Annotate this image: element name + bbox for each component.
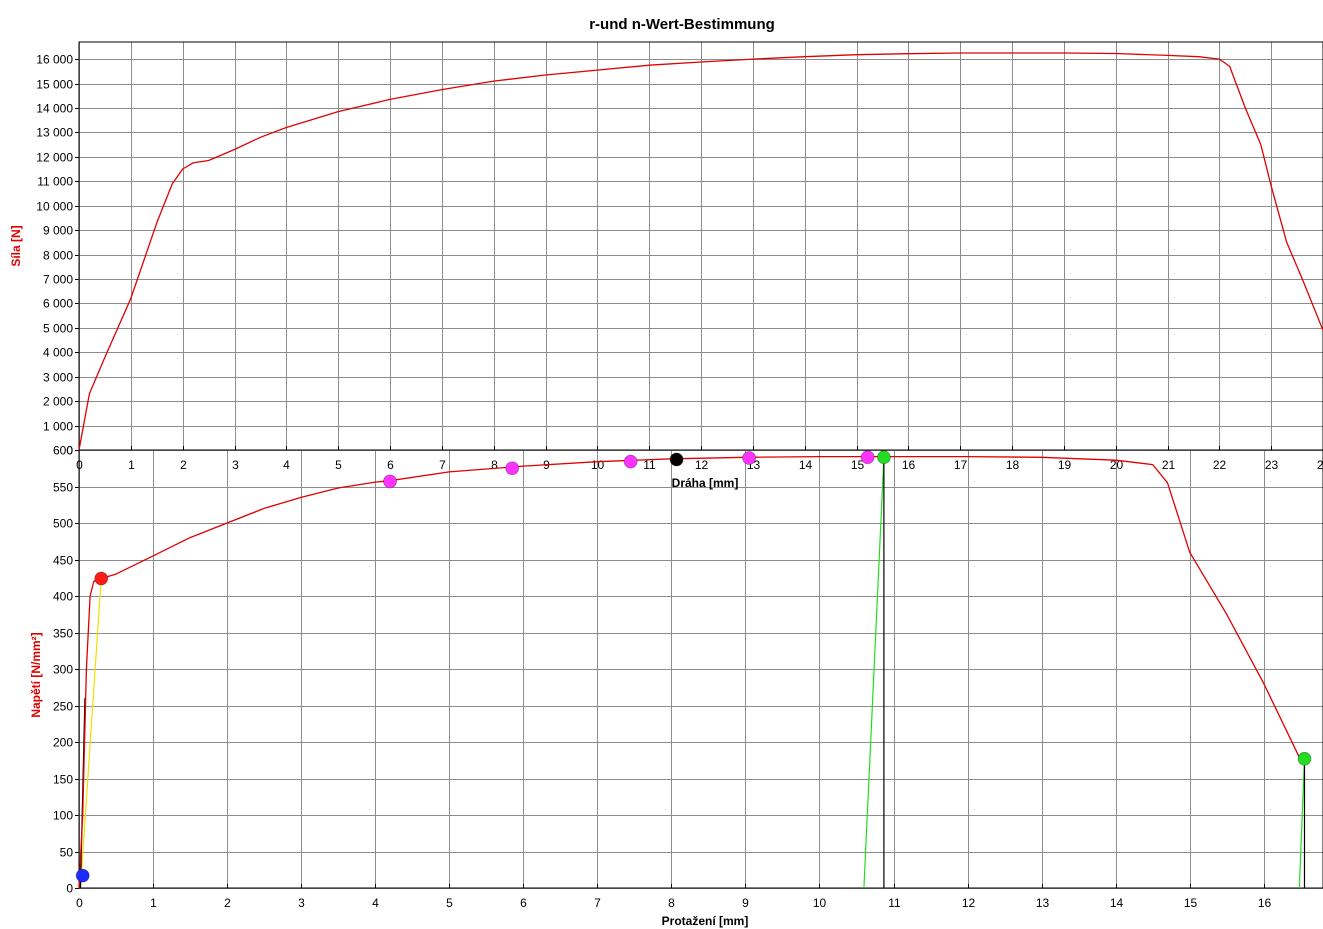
force-x-tick-label: 4 xyxy=(283,458,290,472)
stress-y-tick-label: 400 xyxy=(53,590,73,604)
force-y-tick-label: 5 000 xyxy=(43,322,73,336)
force-x-tick-label: 18 xyxy=(1006,458,1020,472)
force-x-tick-label: 16 xyxy=(902,458,916,472)
stress-y-tick-label: 150 xyxy=(53,773,73,787)
stress-x-tick-label: 10 xyxy=(813,896,827,910)
stress-construction-line xyxy=(79,578,102,889)
stress-chart-x-axis-label: Protažení [mm] xyxy=(662,914,749,928)
chart-title: r-und n-Wert-Bestimmung xyxy=(589,16,775,33)
force-x-tick-label: 21 xyxy=(1162,458,1176,472)
force-x-tick-label: 1 xyxy=(128,458,135,472)
force-curve xyxy=(78,52,1323,451)
force-x-tick-label: 7 xyxy=(439,458,446,472)
force-y-tick-label: 1 000 xyxy=(43,420,73,434)
stress-x-tick-label: 5 xyxy=(446,896,453,910)
force-x-tick-label: 22 xyxy=(1213,458,1227,472)
force-x-tick-label: 0 xyxy=(76,458,83,472)
stress-x-tick-label: 8 xyxy=(668,896,675,910)
stress-evaluation-marker xyxy=(75,868,90,883)
force-y-tick-label: 8 000 xyxy=(43,249,73,263)
stress-chart-frame xyxy=(78,449,1323,889)
stress-evaluation-marker xyxy=(383,474,397,489)
stress-x-tick-label: 0 xyxy=(76,896,83,910)
force-y-tick-label: 15 000 xyxy=(36,78,73,92)
stress-evaluation-marker xyxy=(623,454,638,469)
force-chart-series xyxy=(78,52,1323,451)
stress-evaluation-marker xyxy=(94,571,109,586)
stress-y-tick-label: 550 xyxy=(53,481,73,495)
force-y-tick-label: 16 000 xyxy=(36,53,73,67)
stress-evaluation-marker xyxy=(742,451,757,465)
stress-evaluation-marker xyxy=(505,461,520,476)
force-x-tick-label: 19 xyxy=(1058,458,1072,472)
stress-x-tick-label: 16 xyxy=(1258,896,1272,910)
stress-y-tick-label: 100 xyxy=(53,809,73,823)
force-x-tick-label: 6 xyxy=(387,458,394,472)
force-x-tick-label: 11 xyxy=(643,458,656,472)
force-y-tick-label: 11 000 xyxy=(37,175,73,189)
stress-x-tick-label: 7 xyxy=(594,896,601,910)
force-y-tick-label: 13 000 xyxy=(36,126,73,140)
stress-x-tick-label: 11 xyxy=(888,896,901,910)
force-y-tick-label: 4 000 xyxy=(43,346,73,360)
force-y-tick-label: 0 xyxy=(66,444,73,458)
stress-x-tick-label: 2 xyxy=(224,896,231,910)
stress-y-tick-label: 200 xyxy=(53,736,73,750)
stress-y-tick-label: 450 xyxy=(53,554,73,568)
stress-y-tick-label: 500 xyxy=(53,517,73,531)
force-x-tick-label: 20 xyxy=(1110,458,1124,472)
stress-y-tick-label: 50 xyxy=(60,846,74,860)
stress-x-tick-label: 4 xyxy=(372,896,379,910)
stress-chart-y-axis-label: Napětí [N/mm²] xyxy=(29,632,43,717)
force-y-tick-label: 2 000 xyxy=(43,395,73,409)
force-x-tick-label: 3 xyxy=(232,458,239,472)
force-y-tick-label: 6 000 xyxy=(43,297,73,311)
force-x-tick-label: 10 xyxy=(591,458,605,472)
force-y-tick-label: 7 000 xyxy=(43,273,73,287)
force-x-tick-label: 12 xyxy=(695,458,709,472)
stress-construction-line xyxy=(1298,758,1306,889)
force-y-tick-label: 3 000 xyxy=(43,371,73,385)
stress-evaluation-marker xyxy=(669,452,684,467)
stress-x-tick-label: 9 xyxy=(742,896,749,910)
stress-evaluation-marker xyxy=(860,450,875,465)
force-x-tick-label: 15 xyxy=(851,458,865,472)
stress-y-tick-label: 0 xyxy=(66,882,73,896)
force-y-tick-label: 12 000 xyxy=(36,151,73,165)
stress-x-tick-label: 12 xyxy=(962,896,976,910)
stress-evaluation-marker xyxy=(876,450,891,465)
stress-chart-ticks: 0 1 2 3 4 5 6 7 8 9 10 11 12 13 14 15 160501001502002503… xyxy=(53,444,1272,911)
force-x-tick-label: 17 xyxy=(954,458,968,472)
force-x-tick-label: 24 xyxy=(1317,458,1323,472)
stress-evaluation-marker xyxy=(1297,751,1312,766)
stress-x-tick-label: 13 xyxy=(1036,896,1050,910)
stress-x-tick-label: 1 xyxy=(150,896,157,910)
force-x-tick-label: 2 xyxy=(180,458,187,472)
force-x-tick-label: 23 xyxy=(1265,458,1279,472)
stress-x-tick-label: 14 xyxy=(1110,896,1124,910)
force-y-tick-label: 10 000 xyxy=(36,200,73,214)
stress-y-tick-label: 250 xyxy=(53,700,73,714)
stress-x-tick-label: 6 xyxy=(520,896,527,910)
force-chart-x-axis-label: Dráha [mm] xyxy=(672,476,739,490)
force-x-tick-label: 14 xyxy=(799,458,813,472)
stress-chart-markers xyxy=(75,450,1312,883)
stress-x-tick-label: 3 xyxy=(298,896,305,910)
force-x-tick-label: 8 xyxy=(491,458,498,472)
force-y-tick-label: 9 000 xyxy=(43,224,73,238)
force-x-tick-label: 5 xyxy=(335,458,342,472)
stress-x-tick-label: 15 xyxy=(1184,896,1198,910)
force-chart-y-axis-label: Síla [N] xyxy=(9,225,23,266)
stress-y-tick-label: 300 xyxy=(53,663,73,677)
force-y-tick-label: 14 000 xyxy=(36,102,73,116)
stress-y-tick-label: 350 xyxy=(53,627,73,641)
stress-construction-line xyxy=(863,457,885,889)
stress-y-tick-label: 600 xyxy=(53,444,73,458)
